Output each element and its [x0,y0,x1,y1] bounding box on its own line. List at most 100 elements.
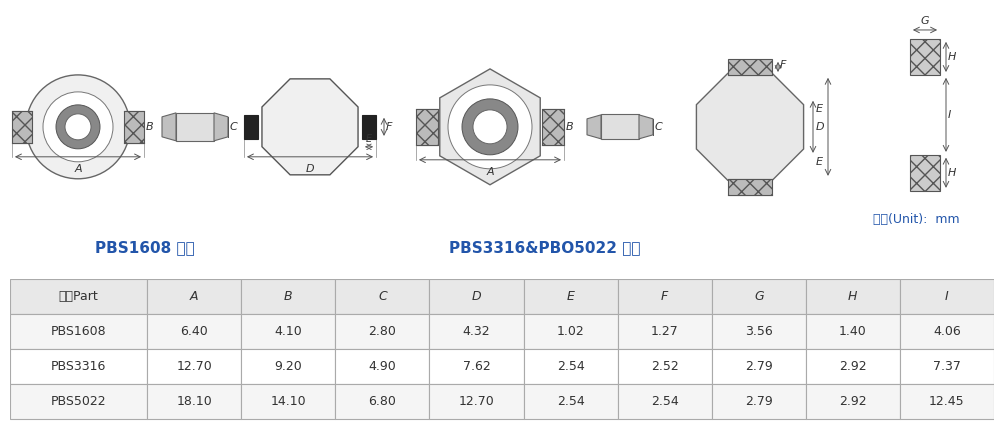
Bar [617,385,711,420]
Bar [335,385,429,420]
Text: 2.52: 2.52 [650,360,678,373]
Bar [147,385,241,420]
Bar [542,109,564,145]
Bar [899,314,993,349]
Text: 4.06: 4.06 [932,325,960,338]
Text: A: A [485,167,493,177]
Text: G: G [753,290,763,303]
Bar [805,385,899,420]
Bar [147,314,241,349]
Text: 2.79: 2.79 [744,360,772,373]
Text: 2.92: 2.92 [839,360,866,373]
Bar [711,279,805,314]
Text: C: C [654,122,662,132]
Text: 3.56: 3.56 [744,325,772,338]
Text: 7.62: 7.62 [462,360,489,373]
Bar [711,314,805,349]
Bar [176,113,214,141]
Text: A: A [190,290,199,303]
Bar [523,349,617,385]
Text: 6.40: 6.40 [181,325,208,338]
Text: 2.54: 2.54 [650,396,678,408]
Bar [335,349,429,385]
Text: H: H [947,52,956,62]
Bar [909,39,939,75]
Bar [10,279,147,314]
Text: 12.70: 12.70 [177,360,212,373]
Polygon shape [161,113,176,141]
Polygon shape [262,79,358,175]
Text: F: F [779,60,785,70]
Text: PBS1608: PBS1608 [51,325,106,338]
Circle shape [472,110,507,144]
Circle shape [65,114,91,140]
Polygon shape [214,113,228,141]
Text: E: E [815,105,822,114]
Text: D: D [305,164,314,174]
Bar [335,279,429,314]
Bar [241,385,335,420]
Text: I: I [947,110,950,120]
Text: 4.10: 4.10 [274,325,302,338]
Bar [429,385,523,420]
Text: 4.90: 4.90 [368,360,396,373]
Text: PBS3316: PBS3316 [51,360,106,373]
Text: 6.80: 6.80 [368,396,396,408]
Polygon shape [587,115,601,139]
Text: PBS3316&PBO5022 系列: PBS3316&PBO5022 系列 [448,240,640,255]
Bar [523,279,617,314]
Bar [147,279,241,314]
Bar [899,385,993,420]
Text: 單位(Unit):  mm: 單位(Unit): mm [873,213,959,226]
Bar [241,349,335,385]
Bar [617,314,711,349]
Text: 12.70: 12.70 [458,396,493,408]
Bar [429,279,523,314]
Text: PBS5022: PBS5022 [51,396,106,408]
Bar [805,279,899,314]
Bar [899,279,993,314]
Bar [727,179,771,195]
Polygon shape [638,115,652,139]
Bar [429,314,523,349]
Text: H: H [947,168,956,178]
Bar [12,111,32,143]
Text: 2.80: 2.80 [368,325,396,338]
Text: I: I [944,290,948,303]
Text: 1.40: 1.40 [839,325,866,338]
Circle shape [26,75,129,179]
Text: F: F [385,122,392,132]
Text: B: B [145,122,153,132]
Polygon shape [696,74,802,180]
Bar [523,385,617,420]
Bar [909,155,939,191]
Bar [523,314,617,349]
Bar [429,349,523,385]
Text: PBS1608 系列: PBS1608 系列 [95,240,195,255]
Text: C: C [230,122,238,132]
Bar [617,279,711,314]
Polygon shape [244,115,258,139]
Text: 18.10: 18.10 [177,396,212,408]
Bar [727,59,771,75]
Bar [241,279,335,314]
Polygon shape [439,69,540,185]
Bar [805,314,899,349]
Bar [10,385,147,420]
Bar [617,349,711,385]
Text: F: F [660,290,668,303]
Text: 2.92: 2.92 [839,396,866,408]
Text: 型號Part: 型號Part [59,290,98,303]
Bar [711,349,805,385]
Text: 1.27: 1.27 [650,325,678,338]
Circle shape [56,105,100,149]
Text: 2.54: 2.54 [557,360,584,373]
Bar [415,109,437,145]
Bar [10,314,147,349]
Text: E: E [365,134,372,144]
Text: G: G [920,16,929,26]
Circle shape [461,99,518,155]
Text: C: C [378,290,386,303]
Text: 14.10: 14.10 [270,396,306,408]
Text: A: A [74,164,81,174]
